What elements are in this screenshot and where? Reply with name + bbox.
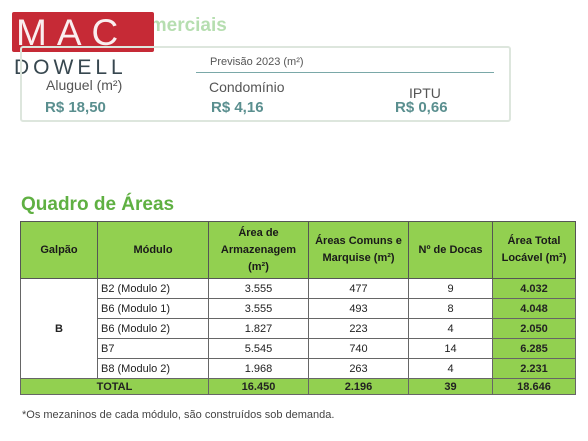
header-galpao: Galpão xyxy=(20,221,98,279)
previsao-label: Previsão 2023 (m²) xyxy=(210,56,304,68)
iptu-value: R$ 0,66 xyxy=(395,99,448,116)
comuns-cell: 263 xyxy=(308,358,409,379)
armazenagem-cell: 3.555 xyxy=(208,278,309,299)
total-cell: 2.050 xyxy=(492,318,576,339)
previsao-divider xyxy=(196,72,494,73)
docas-cell: 4 xyxy=(408,318,493,339)
total-cell: 2.231 xyxy=(492,358,576,379)
armazenagem-cell: 5.545 xyxy=(208,338,309,359)
areas-table: Galpão Módulo Área de Armazenagem (m²) Á… xyxy=(20,221,576,395)
table-header-row: Galpão Módulo Área de Armazenagem (m²) Á… xyxy=(20,221,576,279)
table-row: B8 (Modulo 2) 1.968 263 4 2.231 xyxy=(21,358,576,379)
condominio-label: Condomínio xyxy=(209,79,285,95)
condicoes-box xyxy=(20,46,511,122)
header-modulo: Módulo xyxy=(97,221,209,279)
aluguel-value: R$ 18,50 xyxy=(45,99,106,116)
armazenagem-cell: 1.968 xyxy=(208,358,309,379)
header-area-total: Área Total Locável (m²) xyxy=(492,221,576,279)
modulo-cell: B7 xyxy=(97,338,209,359)
total-armazenagem-cell: 16.450 xyxy=(208,378,309,395)
docas-cell: 4 xyxy=(408,358,493,379)
header-areas-comuns: Áreas Comuns e Marquise (m²) xyxy=(308,221,409,279)
footnote: *Os mezaninos de cada módulo, são constr… xyxy=(22,409,335,421)
total-cell: 4.048 xyxy=(492,298,576,319)
condominio-value: R$ 4,16 xyxy=(211,99,264,116)
macdowell-logo: MAC DOWELL xyxy=(12,12,154,79)
total-cell: 6.285 xyxy=(492,338,576,359)
docas-cell: 14 xyxy=(408,338,493,359)
docas-cell: 9 xyxy=(408,278,493,299)
total-area-cell: 18.646 xyxy=(492,378,576,395)
comuns-cell: 493 xyxy=(308,298,409,319)
modulo-cell: B2 (Modulo 2) xyxy=(97,278,209,299)
armazenagem-cell: 1.827 xyxy=(208,318,309,339)
total-docas-cell: 39 xyxy=(408,378,493,395)
comuns-cell: 477 xyxy=(308,278,409,299)
table-row: B B2 (Modulo 2) 3.555 477 9 4.032 xyxy=(20,278,576,379)
total-cell: 4.032 xyxy=(492,278,576,299)
quadro-areas-title: Quadro de Áreas xyxy=(21,194,175,215)
iptu-label: IPTU xyxy=(409,85,441,101)
aluguel-label: Aluguel (m²) xyxy=(46,77,123,93)
table-row: B6 (Modulo 1) 3.555 493 8 4.048 xyxy=(21,298,576,319)
table-total-row: TOTAL 16.450 2.196 39 18.646 xyxy=(20,378,576,395)
modulo-cell: B6 (Modulo 1) xyxy=(97,298,209,319)
modulo-cell: B8 (Modulo 2) xyxy=(97,358,209,379)
total-comuns-cell: 2.196 xyxy=(308,378,409,395)
total-label-cell: TOTAL xyxy=(20,378,209,395)
armazenagem-cell: 3.555 xyxy=(208,298,309,319)
comuns-cell: 223 xyxy=(308,318,409,339)
logo-text-mac: MAC xyxy=(16,12,129,53)
table-row: B7 5.545 740 14 6.285 xyxy=(21,338,576,359)
header-armazenagem: Área de Armazenagem (m²) xyxy=(208,221,309,279)
comuns-cell: 740 xyxy=(308,338,409,359)
docas-cell: 8 xyxy=(408,298,493,319)
galpao-cell: B xyxy=(20,278,98,379)
modulo-cell: B6 (Modulo 2) xyxy=(97,318,209,339)
logo-text-dowell: DOWELL xyxy=(14,56,127,79)
logo-red-block: MAC xyxy=(12,12,154,53)
table-row: B6 (Modulo 2) 1.827 223 4 2.050 xyxy=(21,318,576,339)
header-docas: Nº de Docas xyxy=(408,221,493,279)
